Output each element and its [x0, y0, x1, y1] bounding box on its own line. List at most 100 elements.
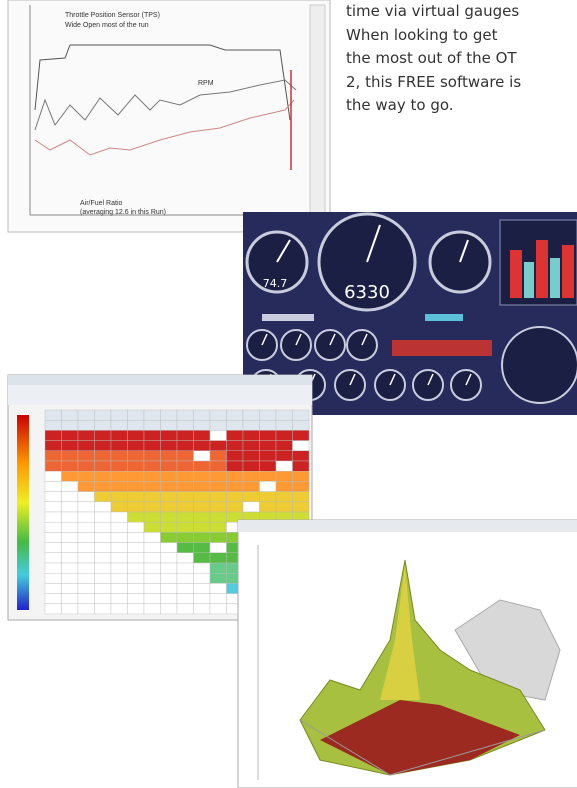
cell — [111, 492, 128, 502]
cell — [276, 451, 293, 461]
cell — [194, 461, 211, 471]
cell — [62, 410, 79, 420]
cell — [95, 543, 112, 553]
cell — [78, 410, 95, 420]
cell — [194, 604, 211, 614]
cell — [111, 410, 128, 420]
cell — [62, 502, 79, 512]
cell — [144, 502, 161, 512]
cell — [210, 522, 227, 532]
cell — [194, 532, 211, 542]
cell — [128, 492, 145, 502]
cell — [210, 441, 227, 451]
cell — [144, 532, 161, 542]
cell — [78, 512, 95, 522]
cell — [95, 430, 112, 440]
cell — [210, 502, 227, 512]
cell — [276, 430, 293, 440]
cell — [95, 563, 112, 573]
cell — [194, 430, 211, 440]
cell — [62, 573, 79, 583]
annotation: Wide Open most of the run — [65, 22, 149, 29]
log-screenshot: Throttle Position Sensor (TPS) Wide Open… — [8, 0, 330, 232]
cell — [62, 532, 79, 542]
cell — [194, 573, 211, 583]
cell — [161, 512, 178, 522]
cell — [144, 430, 161, 440]
cell — [62, 594, 79, 604]
cell — [128, 583, 145, 593]
cell — [177, 594, 194, 604]
cell — [45, 481, 62, 491]
cell — [78, 583, 95, 593]
cell — [161, 563, 178, 573]
cell — [276, 441, 293, 451]
cell — [210, 583, 227, 593]
cell — [95, 522, 112, 532]
cell — [243, 471, 260, 481]
cell — [210, 481, 227, 491]
cell — [194, 583, 211, 593]
cell — [210, 471, 227, 481]
cell — [128, 420, 145, 430]
cell — [128, 522, 145, 532]
cell — [95, 512, 112, 522]
cell — [243, 451, 260, 461]
cell — [293, 420, 310, 430]
bar — [550, 258, 560, 298]
cell — [62, 441, 79, 451]
cell — [177, 430, 194, 440]
readout: 74.7 — [263, 277, 288, 290]
cell — [128, 502, 145, 512]
cell — [95, 461, 112, 471]
cell — [111, 471, 128, 481]
cell — [78, 481, 95, 491]
cell — [128, 441, 145, 451]
cell — [194, 492, 211, 502]
cell — [194, 410, 211, 420]
cell — [45, 410, 62, 420]
cell — [210, 512, 227, 522]
cell — [276, 420, 293, 430]
cell — [128, 543, 145, 553]
cell — [95, 594, 112, 604]
cell — [111, 461, 128, 471]
cell — [62, 430, 79, 440]
cell — [78, 430, 95, 440]
cell — [210, 553, 227, 563]
cell — [177, 471, 194, 481]
cell — [177, 563, 194, 573]
cell — [45, 502, 62, 512]
cell — [78, 594, 95, 604]
cell — [260, 441, 277, 451]
cell — [194, 563, 211, 573]
cell — [45, 471, 62, 481]
cell — [293, 492, 310, 502]
page: time via virtual gauges When looking to … — [0, 0, 577, 788]
cell — [161, 461, 178, 471]
toolbar — [8, 385, 312, 405]
cell — [111, 512, 128, 522]
cell — [62, 481, 79, 491]
cell — [260, 410, 277, 420]
cell — [293, 481, 310, 491]
cell — [161, 502, 178, 512]
cell — [62, 583, 79, 593]
cell — [111, 420, 128, 430]
cell — [161, 492, 178, 502]
cell — [95, 420, 112, 430]
cell — [161, 532, 178, 542]
cell — [210, 492, 227, 502]
cell — [177, 532, 194, 542]
cell — [260, 481, 277, 491]
cell — [95, 553, 112, 563]
cell — [161, 481, 178, 491]
cell — [95, 583, 112, 593]
cell — [45, 512, 62, 522]
cell — [243, 502, 260, 512]
cell — [293, 471, 310, 481]
bar — [392, 340, 492, 356]
cell — [210, 461, 227, 471]
cell — [161, 420, 178, 430]
cell — [227, 471, 244, 481]
